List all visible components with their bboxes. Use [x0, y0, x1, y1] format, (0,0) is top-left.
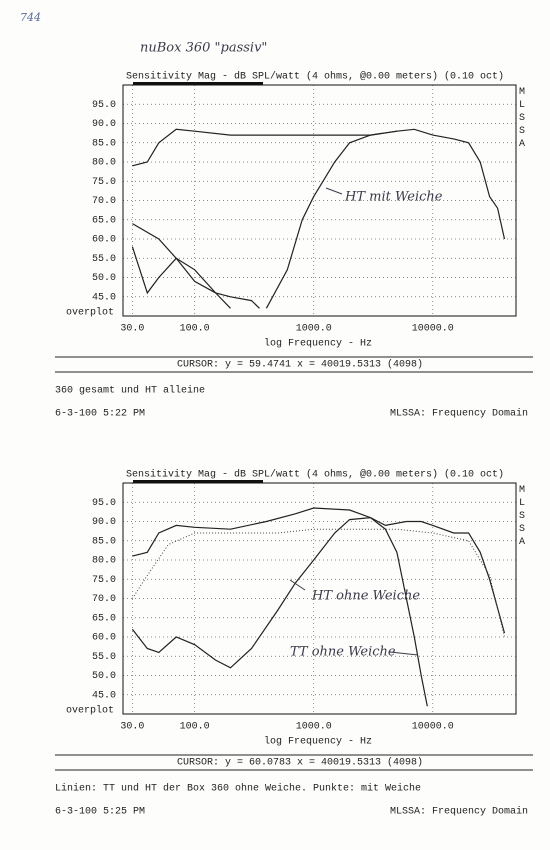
y-tick-label: 95.0 [92, 100, 116, 111]
y-tick-label: 70.0 [92, 196, 116, 207]
corner-label: overplot [66, 705, 114, 717]
cursor-readout: CURSOR: y = 59.4741 x = 40019.5313 (4098… [177, 359, 423, 371]
x-tick-label: 1000.0 [296, 722, 332, 733]
handwritten-annotation: TT ohne Weiche [290, 645, 396, 660]
chart-title: Sensitivity Mag - dB SPL/watt (4 ohms, @… [126, 469, 504, 481]
y-tick-label: 80.0 [92, 556, 116, 567]
chart-title: Sensitivity Mag - dB SPL/watt (4 ohms, @… [126, 71, 504, 83]
y-tick-label: 55.0 [92, 652, 116, 663]
handwritten-annotation: HT mit Weiche [344, 190, 443, 205]
x-axis-label: log Frequency - Hz [264, 338, 372, 350]
x-tick-label: 10000.0 [412, 722, 454, 733]
series-line [131, 516, 506, 669]
handwritten-annotation: HT ohne Weiche [311, 589, 420, 604]
annotation-arrow [289, 579, 306, 591]
annotation-arrow [325, 187, 343, 195]
date: 6-3-100 5:25 PM [55, 807, 145, 818]
handwritten-title: nuBox 360 "passiv" [140, 41, 267, 56]
x-tick-label: 10000.0 [412, 324, 454, 335]
caption: 360 gesamt und HT alleine [55, 385, 205, 397]
y-tick-label: 50.0 [92, 273, 116, 284]
plot-frame [122, 482, 517, 715]
date: 6-3-100 5:22 PM [55, 409, 145, 420]
series-line [132, 507, 428, 707]
y-tick-label: 70.0 [92, 594, 116, 605]
y-tick-label: 65.0 [92, 613, 116, 624]
y-tick-label: 55.0 [92, 254, 116, 265]
y-tick-label: 60.0 [92, 633, 116, 644]
y-tick-label: 80.0 [92, 158, 116, 169]
y-tick-label: 45.0 [92, 292, 116, 303]
x-axis-label: log Frequency - Hz [264, 736, 372, 748]
y-tick-label: 75.0 [92, 177, 116, 188]
y-tick-label: 45.0 [92, 690, 116, 701]
series-line [132, 223, 260, 309]
title-bar [133, 82, 263, 85]
side-label: MLSSA [517, 485, 528, 550]
y-tick-label: 60.0 [92, 235, 116, 246]
y-tick-label: 50.0 [92, 671, 116, 682]
y-tick-label: 85.0 [92, 138, 116, 149]
annotation-arrow [389, 651, 419, 656]
footer: MLSSA: Frequency Domain [390, 806, 528, 818]
y-tick-label: 90.0 [92, 119, 116, 130]
series-line [131, 528, 505, 638]
y-tick-label: 65.0 [92, 215, 116, 226]
plot-frame [122, 84, 517, 317]
footer: MLSSA: Frequency Domain [390, 408, 528, 420]
series-line [265, 130, 397, 309]
side-label: MLSSA [517, 87, 528, 152]
y-tick-label: 75.0 [92, 575, 116, 586]
corner-label: overplot [66, 307, 114, 319]
page-number: 744 [20, 11, 41, 24]
y-tick-label: 90.0 [92, 517, 116, 528]
cursor-readout: CURSOR: y = 60.0783 x = 40019.5313 (4098… [177, 757, 423, 769]
x-tick-label: 100.0 [180, 722, 210, 733]
x-tick-label: 30.0 [120, 324, 144, 335]
y-tick-label: 95.0 [92, 498, 116, 509]
series-line [132, 128, 506, 240]
title-bar [133, 480, 263, 483]
caption: Linien: TT und HT der Box 360 ohne Weich… [55, 783, 421, 795]
y-tick-label: 85.0 [92, 536, 116, 547]
x-tick-label: 100.0 [180, 324, 210, 335]
x-tick-label: 1000.0 [296, 324, 332, 335]
x-tick-label: 30.0 [120, 722, 144, 733]
